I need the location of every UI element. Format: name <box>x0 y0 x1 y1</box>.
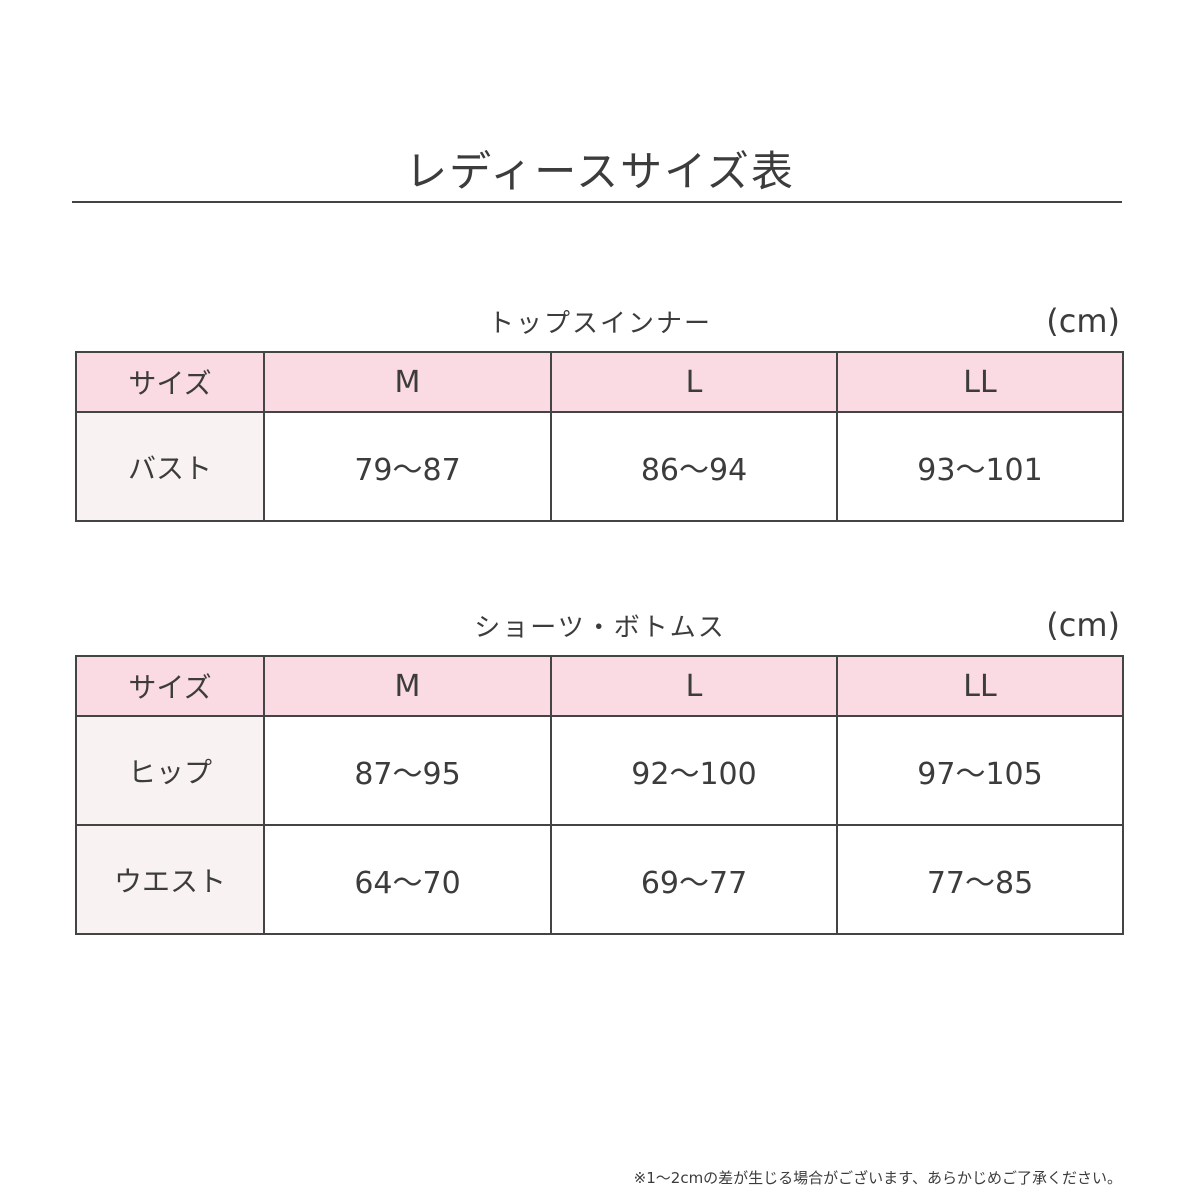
row-label: ウエスト <box>75 824 265 935</box>
table-cell: 87〜95 <box>263 715 552 826</box>
header-cell: サイズ <box>75 351 265 413</box>
tops-caption: トップスインナー <box>487 309 712 339</box>
table-cell: 79〜87 <box>263 411 552 522</box>
bottoms-unit: (cm) <box>1046 606 1120 644</box>
header-cell: LL <box>836 655 1124 717</box>
table-cell: 86〜94 <box>550 411 838 522</box>
header-cell: M <box>263 351 552 413</box>
table-cell: 77〜85 <box>836 824 1124 935</box>
table-cell: 64〜70 <box>263 824 552 935</box>
page-title: レディースサイズ表 <box>405 147 795 196</box>
bottoms-size-table: サイズ M L LL ヒップ 87〜95 92〜100 97〜105 ウエスト … <box>75 655 1124 935</box>
table-cell: 97〜105 <box>836 715 1124 826</box>
header-cell: L <box>550 351 838 413</box>
tops-unit: (cm) <box>1046 302 1120 340</box>
table-cell: 93〜101 <box>836 411 1124 522</box>
table-row: ウエスト 64〜70 69〜77 77〜85 <box>75 824 1124 935</box>
bottoms-caption: ショーツ・ボトムス <box>474 613 726 643</box>
table-cell: 92〜100 <box>550 715 838 826</box>
row-label: バスト <box>75 411 265 522</box>
header-row: サイズ M L LL <box>75 655 1124 717</box>
header-row: サイズ M L LL <box>75 351 1124 413</box>
header-cell: M <box>263 655 552 717</box>
tops-size-table: サイズ M L LL バスト 79〜87 86〜94 93〜101 <box>75 351 1124 522</box>
title-divider <box>72 201 1122 203</box>
table-row: ヒップ 87〜95 92〜100 97〜105 <box>75 715 1124 826</box>
footnote: ※1〜2cmの差が生じる場合がございます、あらかじめご了承ください。 <box>633 1169 1122 1187</box>
header-cell: L <box>550 655 838 717</box>
header-cell: サイズ <box>75 655 265 717</box>
table-row: バスト 79〜87 86〜94 93〜101 <box>75 411 1124 522</box>
row-label: ヒップ <box>75 715 265 826</box>
table-cell: 69〜77 <box>550 824 838 935</box>
header-cell: LL <box>836 351 1124 413</box>
